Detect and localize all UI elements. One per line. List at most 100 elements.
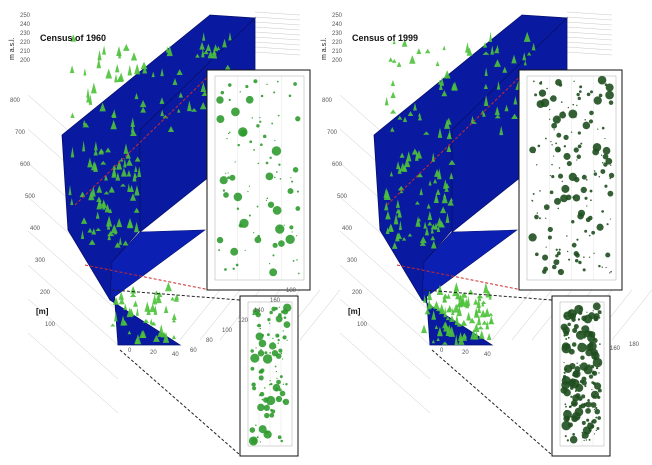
tree-marker	[116, 75, 124, 82]
tree-crown-dot	[295, 116, 301, 122]
tree-crown-dot	[229, 131, 231, 134]
tree-marker	[470, 328, 477, 340]
tree-marker	[437, 127, 443, 138]
tree-crown-dot	[271, 306, 277, 312]
tree-crown-dot	[561, 380, 570, 390]
tree-crown-dot	[597, 388, 602, 393]
distance-tick-labels: 800 700 600 500 400 300 200 100	[322, 98, 368, 328]
tree-marker	[431, 339, 435, 344]
tree-marker	[165, 46, 170, 53]
tree-crown-dot	[593, 170, 596, 172]
tree-marker	[423, 221, 427, 229]
tree-marker	[419, 187, 424, 196]
tree-marker	[484, 67, 488, 77]
tree-crown-dot	[574, 389, 577, 392]
tree-marker	[494, 114, 501, 119]
tree-marker	[483, 83, 488, 90]
tree-crown-dot	[547, 226, 553, 233]
tree-crown-dot	[604, 184, 608, 188]
tree-crown-dot	[550, 95, 557, 102]
tree-crown-dot	[592, 338, 595, 340]
tree-crown-dot	[545, 137, 547, 140]
tree-crown-dot	[576, 104, 578, 107]
tree-crown-dot	[534, 214, 539, 220]
tree-crown-dot	[556, 251, 561, 256]
tree-marker	[389, 171, 394, 177]
tree-crown-dot	[257, 350, 265, 357]
grid-line	[27, 298, 119, 380]
tree-crown-dot	[577, 342, 587, 353]
tree-marker	[433, 300, 440, 310]
tree-marker	[522, 52, 527, 61]
tree-crown-dot	[558, 248, 561, 251]
tree-marker	[402, 116, 408, 123]
tree-crown-dot	[269, 156, 272, 159]
tree-marker	[477, 326, 484, 330]
grid-line	[254, 16, 301, 21]
tree-marker	[481, 301, 485, 307]
tree-crown-dot	[585, 217, 591, 223]
tree-crown-dot	[271, 349, 279, 357]
tree-crown-dot	[278, 226, 281, 229]
tree-marker	[483, 42, 488, 48]
tree-crown-dot	[584, 119, 586, 121]
tree-crown-dot	[592, 310, 594, 312]
tree-crown-dot	[282, 398, 290, 406]
tree-crown-dot	[549, 174, 551, 177]
elevation-tick: 250	[20, 13, 31, 19]
tree-marker	[107, 233, 111, 241]
distance-tick: 700	[15, 130, 26, 136]
tree-marker	[494, 59, 501, 67]
distance-axis-label: [m]	[36, 307, 49, 316]
tree-crown-dot	[282, 383, 285, 385]
tree-marker	[461, 332, 468, 339]
inset-map-lower	[551, 295, 611, 457]
tree-crown-dot	[272, 206, 282, 215]
grid-line	[611, 289, 652, 341]
tree-crown-dot	[593, 172, 598, 176]
tree-crown-dot	[584, 229, 588, 233]
tree-marker	[142, 318, 150, 323]
tree-crown-dot	[606, 223, 609, 226]
tree-crown-dot	[568, 348, 575, 355]
tree-crown-dot	[279, 390, 286, 397]
tree-crown-dot	[555, 142, 558, 145]
tree-marker	[390, 127, 395, 132]
tree-crown-dot	[216, 115, 225, 124]
tree-marker	[171, 334, 176, 340]
grid-line	[566, 26, 613, 31]
tree-marker	[473, 298, 479, 305]
tree-crown-dot	[235, 263, 239, 267]
tree-crown-dot	[552, 115, 561, 124]
tree-crown-dot	[581, 420, 586, 425]
tree-marker	[391, 59, 397, 63]
tree-marker	[482, 112, 486, 117]
tree-crown-dot	[575, 384, 579, 388]
tree-crown-dot	[256, 436, 259, 439]
tree-crown-dot	[605, 266, 607, 269]
tree-crown-dot	[595, 416, 598, 419]
tree-crown-dot	[595, 367, 599, 370]
elevation-tick: 200	[20, 58, 31, 64]
tree-crown-dot	[572, 402, 577, 406]
tree-crown-dot	[598, 176, 601, 178]
tree-crown-dot	[556, 132, 562, 138]
tree-marker	[133, 221, 140, 233]
tree-marker	[80, 217, 88, 224]
tree-marker	[423, 131, 430, 135]
tree-crown-dot	[283, 316, 287, 319]
tree-marker	[483, 95, 489, 106]
tree-crown-dot	[237, 143, 240, 147]
tree-crown-dot	[275, 395, 283, 403]
far-axis-tick: 60	[190, 348, 197, 354]
tree-crown-dot	[273, 91, 276, 94]
tree-crown-dot	[601, 126, 605, 130]
tree-marker	[202, 32, 206, 41]
tree-crown-dot	[589, 110, 594, 116]
tree-marker	[80, 230, 85, 240]
tree-crown-dot	[233, 192, 243, 202]
tree-crown-dot	[588, 438, 591, 441]
tree-marker	[399, 152, 405, 158]
tree-marker	[165, 282, 172, 292]
